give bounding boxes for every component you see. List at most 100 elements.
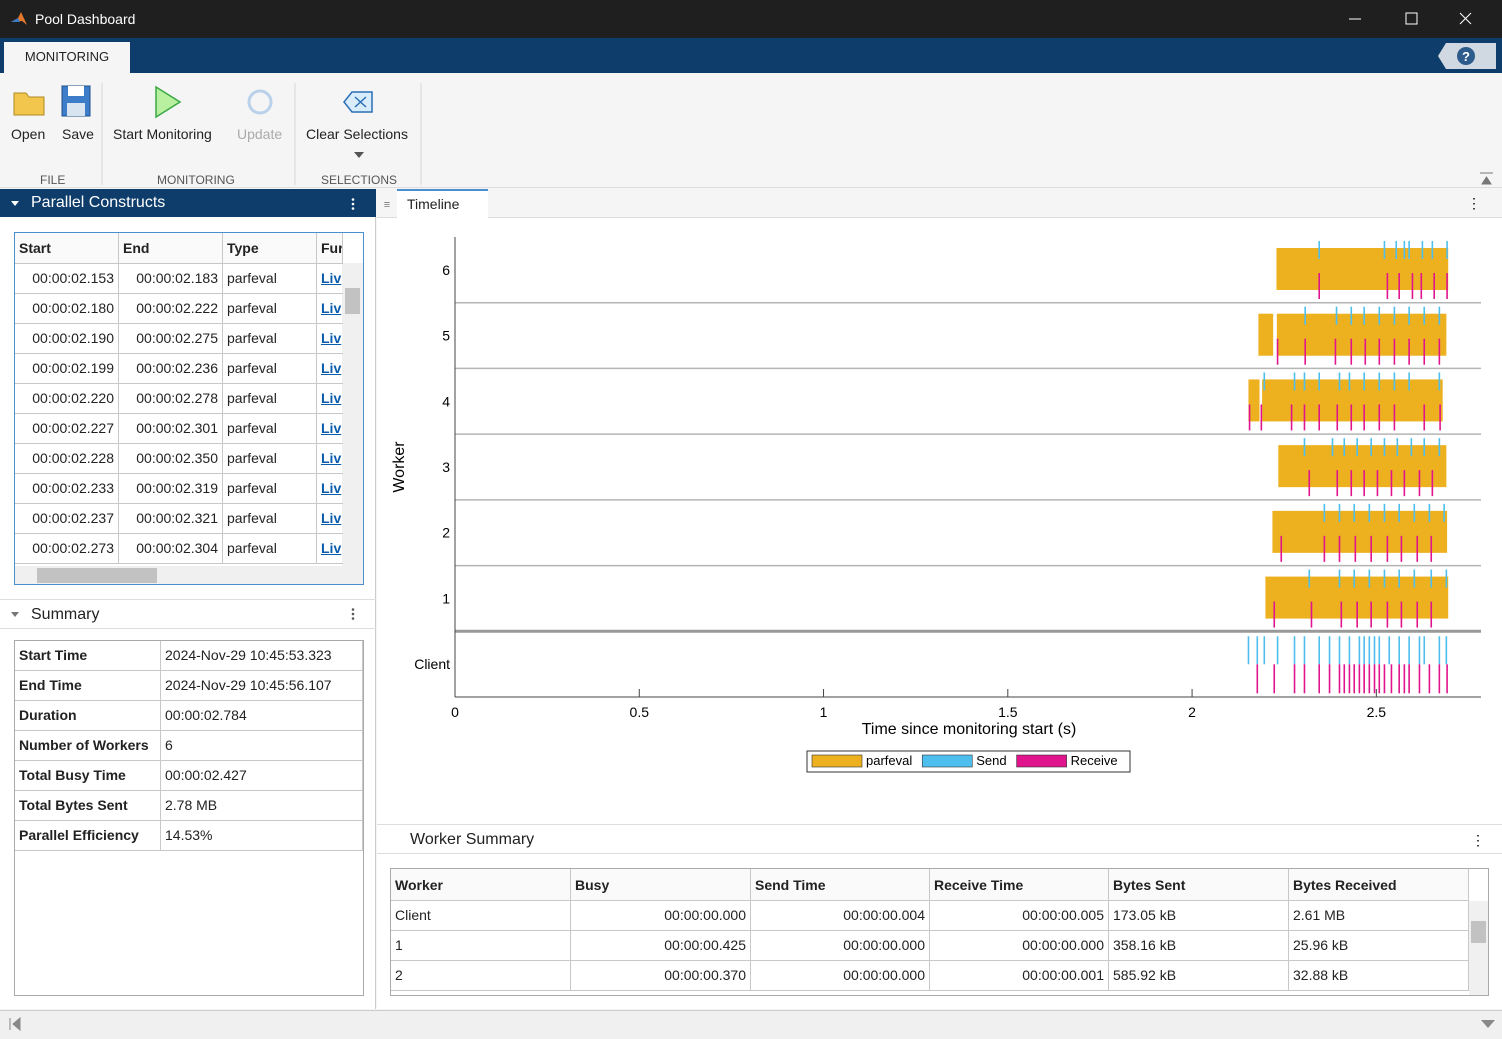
group-label: MONITORING: [157, 173, 235, 187]
cell: 585.92 kB: [1109, 961, 1289, 991]
panel-header-icons[interactable]: [8, 198, 368, 210]
save-button[interactable]: Save: [62, 126, 94, 142]
cell: 00:00:02.199: [15, 354, 119, 384]
column-header: Fur: [317, 233, 343, 264]
panel-header: Worker Summary: [377, 824, 1502, 854]
link[interactable]: Liv: [317, 414, 343, 444]
cell: parfeval: [223, 324, 317, 354]
group-label: FILE: [40, 173, 66, 187]
cell: 00:00:02.278: [119, 384, 223, 414]
v-scrollbar[interactable]: [342, 263, 363, 566]
row-header: Duration: [15, 701, 161, 731]
cell: 00:00:02.236: [119, 354, 223, 384]
row-header: End Time: [15, 671, 161, 701]
column-header: Start: [15, 233, 119, 264]
cell: 00:00:00.000: [751, 961, 930, 991]
tab-strip: [0, 38, 1502, 73]
cell: 00:00:02.153: [15, 264, 119, 294]
cell: 00:00:00.000: [571, 901, 751, 931]
cell: parfeval: [223, 414, 317, 444]
cell: 2.61 MB: [1289, 901, 1469, 931]
cell: 173.05 kB: [1109, 901, 1289, 931]
cell: 00:00:02.233: [15, 474, 119, 504]
row-header: Total Bytes Sent: [15, 791, 161, 821]
cell: 00:00:02.228: [15, 444, 119, 474]
row-header: Start Time: [15, 641, 161, 671]
window-controls[interactable]: [1340, 8, 1490, 30]
clear-button[interactable]: Clear Selections: [306, 126, 408, 142]
cell: 00:00:02.190: [15, 324, 119, 354]
cell: 358.16 kB: [1109, 931, 1289, 961]
cell: 25.96 kB: [1289, 931, 1469, 961]
update-button: Update: [237, 126, 283, 142]
link[interactable]: Liv: [317, 474, 343, 504]
cell: parfeval: [223, 474, 317, 504]
title-bar: [0, 0, 1502, 38]
scroll-thumb[interactable]: [1471, 921, 1486, 943]
start-button[interactable]: Start Monitoring: [113, 126, 212, 142]
svg-text:?: ?: [1462, 49, 1470, 64]
scroll-thumb[interactable]: [345, 288, 360, 314]
cell: 6: [161, 731, 363, 761]
column-header: Worker: [391, 869, 571, 901]
cell: 00:00:02.321: [119, 504, 223, 534]
app-icon: [11, 12, 27, 25]
cell: 00:00:00.000: [930, 931, 1109, 961]
v-scrollbar[interactable]: [1469, 901, 1488, 995]
cell: 2.78 MB: [161, 791, 363, 821]
column-header: Busy: [571, 869, 751, 901]
cell: 00:00:02.220: [15, 384, 119, 414]
cell: parfeval: [223, 294, 317, 324]
cell: 00:00:02.427: [161, 761, 363, 791]
cell: 2024-Nov-29 10:45:53.323: [161, 641, 363, 671]
cell: parfeval: [223, 354, 317, 384]
worker-table: Worker Busy Send Time Receive Time Bytes Sen…: [390, 868, 1489, 996]
cell: 1: [391, 931, 571, 961]
cell: 32.88 kB: [1289, 961, 1469, 991]
tab-bar: [377, 189, 1502, 218]
summary-table: Start Time 2024-Nov-29 10:45:53.323 End Ti…: [14, 640, 364, 996]
cell: 00:00:00.370: [571, 961, 751, 991]
cell: parfeval: [223, 384, 317, 414]
cell: 2024-Nov-29 10:45:56.107: [161, 671, 363, 701]
timeline-tab[interactable]: Timeline: [397, 189, 488, 218]
link[interactable]: Liv: [317, 264, 343, 294]
cell: 00:00:02.304: [119, 534, 223, 564]
link[interactable]: Liv: [317, 354, 343, 384]
cell: 00:00:00.001: [930, 961, 1109, 991]
cell: parfeval: [223, 534, 317, 564]
column-header: Type: [223, 233, 317, 264]
row-header: Parallel Efficiency: [15, 821, 161, 851]
link[interactable]: Liv: [317, 294, 343, 324]
cell: 00:00:02.273: [15, 534, 119, 564]
column-header: End: [119, 233, 223, 264]
cell: 14.53%: [161, 821, 363, 851]
scroll-thumb[interactable]: [37, 568, 157, 583]
column-header: Bytes Sent: [1109, 869, 1289, 901]
cell: 00:00:02.784: [161, 701, 363, 731]
cell: parfeval: [223, 444, 317, 474]
cell: 2: [391, 961, 571, 991]
h-scrollbar[interactable]: [15, 566, 363, 584]
link[interactable]: Liv: [317, 504, 343, 534]
cell: 00:00:00.004: [751, 901, 930, 931]
cell: 00:00:02.180: [15, 294, 119, 324]
panel-header-icons[interactable]: [8, 608, 368, 620]
link[interactable]: Liv: [317, 324, 343, 354]
link[interactable]: Liv: [317, 444, 343, 474]
column-header: Receive Time: [930, 869, 1109, 901]
cell: 00:00:02.275: [119, 324, 223, 354]
open-button[interactable]: Open: [11, 126, 46, 142]
link[interactable]: Liv: [317, 384, 343, 414]
cell: 00:00:00.005: [930, 901, 1109, 931]
cell: Client: [391, 901, 571, 931]
cell: parfeval: [223, 264, 317, 294]
cell: 00:00:02.350: [119, 444, 223, 474]
panel-header: Parallel Constructs: [0, 189, 376, 217]
link[interactable]: Liv: [317, 534, 343, 564]
cell: parfeval: [223, 504, 317, 534]
row-header: Number of Workers: [15, 731, 161, 761]
window-title: Pool Dashboard: [35, 11, 136, 27]
help-button[interactable]: ?: [1438, 43, 1496, 69]
tab[interactable]: MONITORING: [4, 42, 130, 73]
